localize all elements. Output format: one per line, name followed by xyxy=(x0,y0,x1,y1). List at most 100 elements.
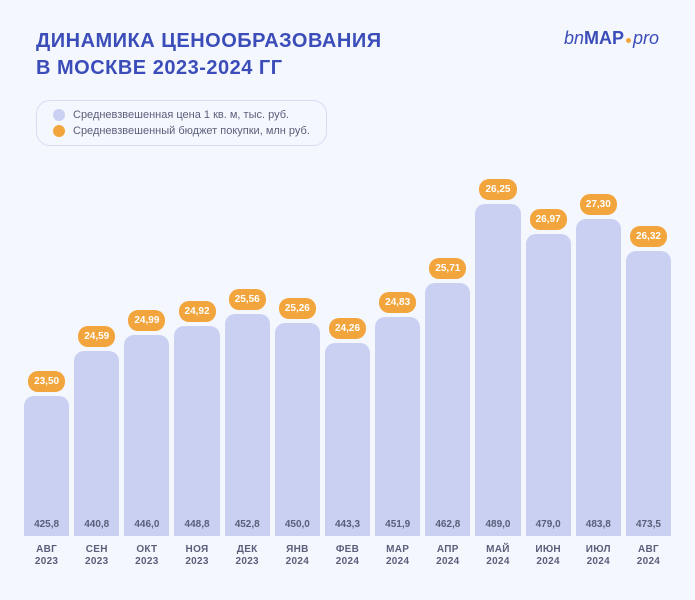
price-bar: 451,9 xyxy=(375,317,420,536)
bar-column: 25,26 450,0 ЯНВ2024 xyxy=(275,170,320,568)
title-line-2: В МОСКВЕ 2023-2024 ГГ xyxy=(36,55,382,82)
axis-label: СЕН2023 xyxy=(85,544,108,568)
axis-year: 2024 xyxy=(386,556,409,568)
bar-wrap: 23,50 425,8 xyxy=(24,170,69,536)
price-bar: 489,0 xyxy=(475,204,520,536)
bar-chart: 23,50425,8АВГ202324,59440,8СЕН202324,994… xyxy=(24,170,671,568)
bar-column: 24,99 446,0 ОКТ2023 xyxy=(124,170,169,568)
bar-wrap: 25,26 450,0 xyxy=(275,170,320,536)
axis-year: 2023 xyxy=(235,556,258,568)
axis-year: 2024 xyxy=(535,556,561,568)
axis-year: 2024 xyxy=(436,556,459,568)
axis-month: ИЮЛ xyxy=(586,544,611,556)
axis-label: ОКТ2023 xyxy=(135,544,158,568)
axis-month: АПР xyxy=(436,544,459,556)
axis-month: СЕН xyxy=(85,544,108,556)
logo-map: MAP xyxy=(584,28,624,49)
chart-title: ДИНАМИКА ЦЕНООБРАЗОВАНИЯ В МОСКВЕ 2023-2… xyxy=(36,28,382,82)
bar-column: 25,71 462,8 АПР2024 xyxy=(425,170,470,568)
axis-label: НОЯ2023 xyxy=(185,544,208,568)
budget-pill: 25,26 xyxy=(279,298,316,319)
price-bar-label: 446,0 xyxy=(134,519,159,536)
bar-wrap: 24,83 451,9 xyxy=(375,170,420,536)
bar-column: 23,50 425,8 АВГ2023 xyxy=(24,170,69,568)
price-bar: 479,0 xyxy=(526,234,571,536)
legend-row-budget: Средневзвешенный бюджет покупки, млн руб… xyxy=(53,125,310,137)
budget-pill: 25,56 xyxy=(229,289,266,310)
bar-column: 26,97 479,0 ИЮН2024 xyxy=(526,170,571,568)
axis-month: АВГ xyxy=(35,544,58,556)
budget-pill: 25,71 xyxy=(429,258,466,279)
bar-column: 27,30 483,8 ИЮЛ2024 xyxy=(576,170,621,568)
axis-year: 2023 xyxy=(135,556,158,568)
budget-pill: 24,26 xyxy=(329,318,366,339)
bar-column: 24,92 448,8 НОЯ2023 xyxy=(174,170,219,568)
legend-budget-label: Средневзвешенный бюджет покупки, млн руб… xyxy=(73,125,310,137)
price-bar-label: 451,9 xyxy=(385,519,410,536)
axis-year: 2023 xyxy=(85,556,108,568)
axis-month: АВГ xyxy=(637,544,660,556)
price-bar: 452,8 xyxy=(225,314,270,536)
axis-month: ОКТ xyxy=(135,544,158,556)
budget-pill: 24,83 xyxy=(379,292,416,313)
axis-month: ИЮН xyxy=(535,544,561,556)
axis-label: ДЕК2023 xyxy=(235,544,258,568)
price-bar: 448,8 xyxy=(174,326,219,536)
legend-price-label: Средневзвешенная цена 1 кв. м, тыс. руб. xyxy=(73,109,289,121)
budget-pill: 26,97 xyxy=(530,209,567,230)
price-bar-label: 479,0 xyxy=(536,519,561,536)
axis-month: МАР xyxy=(386,544,409,556)
budget-pill: 24,92 xyxy=(179,301,216,322)
price-bar-label: 450,0 xyxy=(285,519,310,536)
bar-column: 25,56 452,8 ДЕК2023 xyxy=(225,170,270,568)
axis-label: ФЕВ2024 xyxy=(336,544,359,568)
bar-wrap: 24,99 446,0 xyxy=(124,170,169,536)
axis-year: 2023 xyxy=(35,556,58,568)
bar-wrap: 26,32 473,5 xyxy=(626,170,671,536)
header: ДИНАМИКА ЦЕНООБРАЗОВАНИЯ В МОСКВЕ 2023-2… xyxy=(0,0,695,82)
price-swatch-icon xyxy=(53,109,65,121)
axis-label: АВГ2024 xyxy=(637,544,660,568)
bar-wrap: 26,25489,0 xyxy=(475,170,520,536)
logo-pro: pro xyxy=(633,28,659,49)
logo-bn: bn xyxy=(564,28,584,49)
price-bar-label: 452,8 xyxy=(235,519,260,536)
axis-label: ИЮЛ2024 xyxy=(586,544,611,568)
price-bar-label: 462,8 xyxy=(435,519,460,536)
axis-label: АПР2024 xyxy=(436,544,459,568)
budget-pill: 24,99 xyxy=(128,310,165,331)
price-bar-label: 483,8 xyxy=(586,519,611,536)
legend-row-price: Средневзвешенная цена 1 кв. м, тыс. руб. xyxy=(53,109,310,121)
budget-pill: 27,30 xyxy=(580,194,617,215)
axis-year: 2024 xyxy=(486,556,510,568)
price-bar-label: 489,0 xyxy=(485,519,510,536)
bar-wrap: 26,97 479,0 xyxy=(526,170,571,536)
price-bar: 446,0 xyxy=(124,335,169,536)
axis-year: 2024 xyxy=(286,556,309,568)
bar-column: 26,32 473,5 АВГ2024 xyxy=(626,170,671,568)
bar-column: 26,25489,0 МАЙ2024 xyxy=(475,170,520,568)
axis-month: МАЙ xyxy=(486,544,510,556)
price-bar: 462,8 xyxy=(425,283,470,536)
axis-year: 2024 xyxy=(637,556,660,568)
price-bar-label: 443,3 xyxy=(335,519,360,536)
bar-column: 24,83 451,9 МАР2024 xyxy=(375,170,420,568)
price-bar-label: 473,5 xyxy=(636,519,661,536)
budget-pill: 24,59 xyxy=(78,326,115,347)
axis-year: 2024 xyxy=(586,556,611,568)
price-bar: 450,0 xyxy=(275,323,320,537)
axis-year: 2023 xyxy=(185,556,208,568)
axis-month: ФЕВ xyxy=(336,544,359,556)
price-bar-label: 425,8 xyxy=(34,519,59,536)
bar-wrap: 24,59 440,8 xyxy=(74,170,119,536)
price-bar: 473,5 xyxy=(626,251,671,536)
price-bar: 440,8 xyxy=(74,351,119,536)
budget-pill: 26,32 xyxy=(630,226,667,247)
legend: Средневзвешенная цена 1 кв. м, тыс. руб.… xyxy=(36,100,327,146)
logo: bnMAP pro xyxy=(564,28,659,49)
axis-label: МАЙ2024 xyxy=(486,544,510,568)
budget-pill: 23,50 xyxy=(28,371,65,392)
bar-column: 24,59 440,8 СЕН2023 xyxy=(74,170,119,568)
bar-wrap: 25,71 462,8 xyxy=(425,170,470,536)
axis-label: ЯНВ2024 xyxy=(286,544,309,568)
